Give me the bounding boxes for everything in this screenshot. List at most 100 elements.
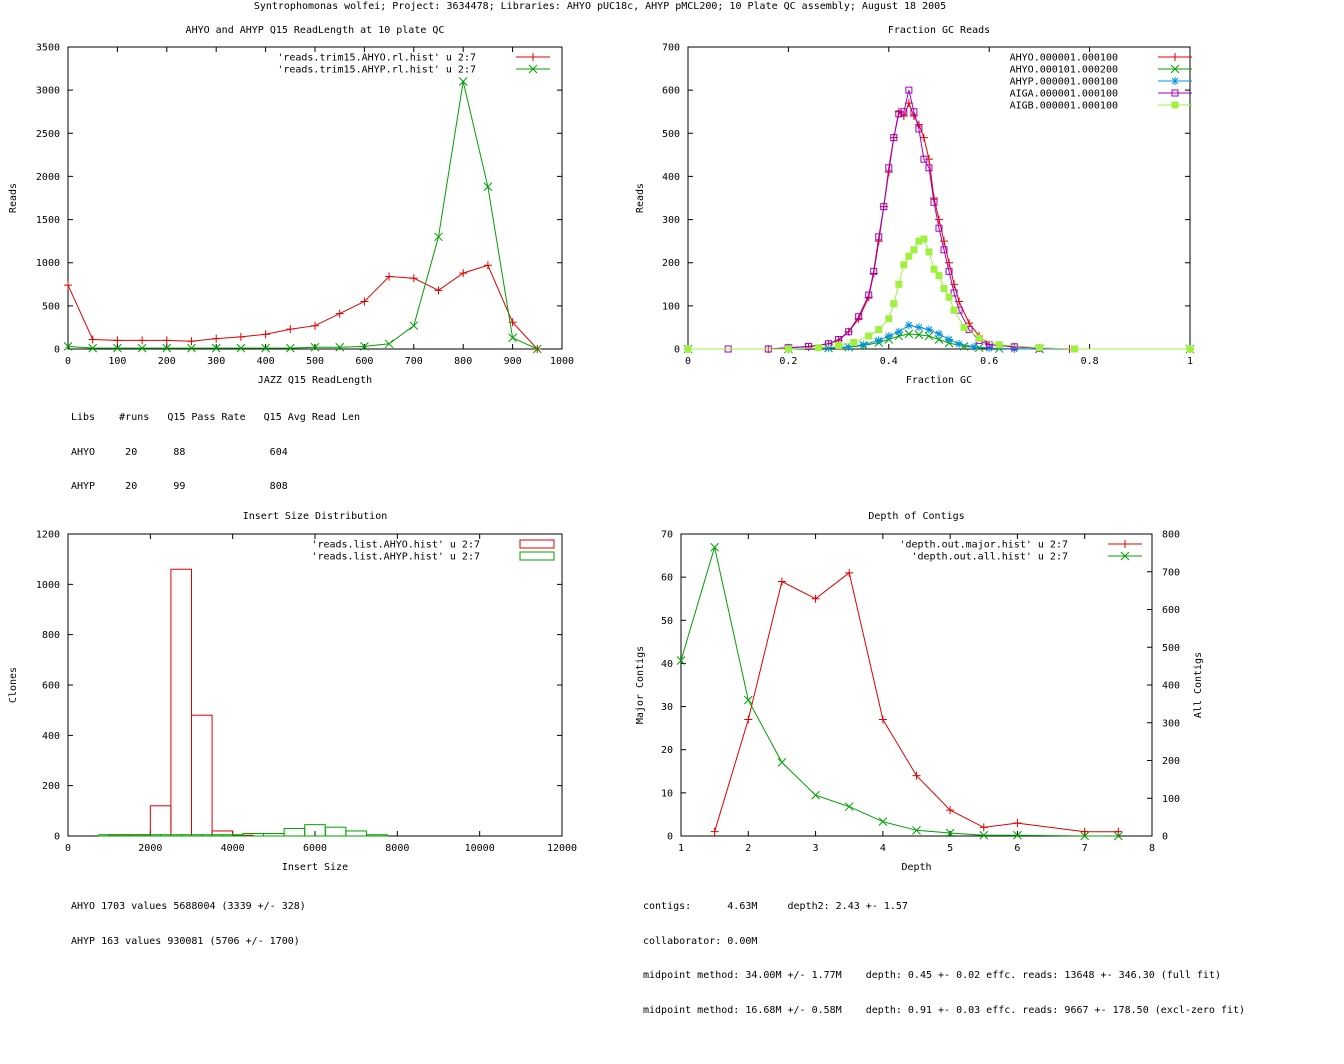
depth-legend-label: 'depth.out.major.hist' u 2:7 bbox=[899, 540, 1068, 551]
depth-y2-tick-label: 300 bbox=[1162, 718, 1180, 729]
gc-data-point bbox=[935, 329, 943, 338]
gc-legend-marker bbox=[1171, 101, 1179, 109]
gc-data-point bbox=[995, 341, 1003, 349]
readlength-data-point bbox=[187, 337, 196, 346]
gc-data-point bbox=[845, 328, 853, 336]
gc-y-tick-label: 300 bbox=[662, 215, 680, 226]
depth-x-tick-label: 4 bbox=[880, 843, 886, 854]
readlength-data-point bbox=[88, 335, 97, 344]
readlength-stats-table: Libs #runs Q15 Pass Rate Q15 Avg Read Le… bbox=[71, 389, 360, 516]
gc-data-point bbox=[910, 246, 918, 254]
gc-y-tick-label: 100 bbox=[662, 301, 680, 312]
readlength-data-point bbox=[286, 325, 295, 334]
readlength-data-point bbox=[236, 343, 246, 353]
depth-y2-tick-label: 100 bbox=[1162, 794, 1180, 805]
insert-stats-ahyp: AHYP 163 values 930081 (5706 +/- 1700) bbox=[71, 935, 300, 947]
depth-stats-contigs: contigs: 4.63M depth2: 2.43 +- 1.57 bbox=[643, 901, 908, 912]
depth-stats-midpoint-full: midpoint method: 34.00M +/- 1.77M depth:… bbox=[643, 970, 1221, 981]
readlength-data-point bbox=[434, 232, 443, 242]
readlength-data-point bbox=[508, 333, 517, 343]
readlength-data-point bbox=[285, 343, 295, 353]
readlength-y-tick-label: 2000 bbox=[36, 172, 60, 183]
readlength-legend-label: 'reads.trim15.AHYP.rl.hist' u 2:7 bbox=[277, 65, 476, 76]
depth-stats: contigs: 4.63M depth2: 2.43 +- 1.57 coll… bbox=[643, 878, 1245, 1039]
gc-data-point bbox=[895, 280, 903, 288]
gc-data-point bbox=[804, 342, 812, 350]
depth-legend-label: 'depth.out.all.hist' u 2:7 bbox=[911, 552, 1068, 563]
gc-data-point bbox=[784, 345, 792, 353]
insert-y-tick-label: 400 bbox=[42, 731, 60, 742]
gc-data-point bbox=[684, 345, 692, 353]
gc-y-tick-label: 0 bbox=[674, 345, 680, 356]
depth-data-point bbox=[710, 827, 719, 836]
readlength-data-point bbox=[113, 343, 122, 353]
gc-data-point bbox=[935, 272, 943, 280]
readlength-data-point bbox=[434, 286, 443, 295]
gc-data-point bbox=[940, 285, 948, 293]
gc-data-point bbox=[835, 342, 843, 350]
gc-data-point bbox=[924, 325, 933, 334]
depth-y-tick-label: 0 bbox=[667, 832, 673, 843]
gc-data-point bbox=[914, 323, 923, 332]
readlength-data-point bbox=[236, 332, 245, 341]
gc-y-tick-label: 700 bbox=[662, 43, 680, 54]
depth-data-point bbox=[1013, 819, 1022, 828]
gc-data-point bbox=[1186, 345, 1194, 353]
gc-data-point bbox=[955, 339, 964, 348]
readlength-y-tick-label: 1000 bbox=[36, 258, 60, 269]
gc-x-tick-label: 0 bbox=[685, 356, 691, 367]
depth-data-point bbox=[1114, 827, 1123, 836]
insert-series-1 bbox=[98, 824, 388, 837]
depth-data-point bbox=[1013, 830, 1022, 840]
readlength-series-0 bbox=[64, 261, 542, 353]
gc-data-point bbox=[1071, 345, 1079, 353]
readlength-data-point bbox=[211, 343, 221, 353]
readlength-data-point bbox=[138, 336, 147, 345]
gc-data-point bbox=[945, 258, 954, 267]
depth-data-point bbox=[979, 830, 989, 840]
gc-x-tick-label: 0.6 bbox=[980, 356, 998, 367]
gc-data-point bbox=[945, 267, 953, 275]
readlength-data-point bbox=[113, 336, 122, 345]
readlength-data-point bbox=[384, 339, 394, 349]
insert-stats-ahyo: AHYO 1703 values 5688004 (3339 +/- 328) bbox=[71, 901, 306, 912]
depth-series-0 bbox=[710, 568, 1123, 836]
depth-y2-tick-label: 0 bbox=[1162, 832, 1168, 843]
gc-data-point bbox=[930, 198, 938, 206]
gc-data-point bbox=[924, 155, 933, 164]
gc-data-point bbox=[940, 246, 948, 254]
readlength-data-point bbox=[162, 343, 172, 353]
gc-legend-label: AHYO.000101.000200 bbox=[1010, 65, 1118, 76]
readlength-data-point bbox=[212, 334, 221, 343]
depth-data-point bbox=[743, 695, 753, 705]
depth-data-point bbox=[912, 825, 921, 835]
readlength-y-tick-label: 3000 bbox=[36, 86, 60, 97]
depth-data-point bbox=[811, 790, 820, 800]
gc-data-point bbox=[935, 215, 943, 224]
gc-x-axis-label: Fraction GC bbox=[906, 375, 972, 386]
depth-legend-marker bbox=[1121, 540, 1129, 548]
insert-legend-swatch bbox=[519, 539, 555, 549]
gc-data-point bbox=[915, 125, 923, 133]
readlength-stats-header: Libs #runs Q15 Pass Rate Q15 Avg Read Le… bbox=[71, 412, 360, 423]
readlength-x-tick-label: 900 bbox=[504, 356, 522, 367]
depth-data-point bbox=[1114, 831, 1123, 841]
gc-data-point bbox=[904, 329, 914, 339]
depth-data-point bbox=[878, 817, 888, 827]
readlength-y-tick-label: 1500 bbox=[36, 215, 60, 226]
insert-chart-title: Insert Size Distribution bbox=[243, 511, 388, 522]
page-title: Syntrophomonas wolfei; Project: 3634478;… bbox=[254, 1, 946, 12]
gc-data-point bbox=[850, 339, 858, 347]
readlength-x-tick-label: 700 bbox=[405, 356, 423, 367]
gc-data-point bbox=[885, 315, 893, 323]
readlength-data-point bbox=[385, 272, 394, 281]
readlength-stats-ahyp: AHYP 20 99 808 bbox=[71, 481, 288, 492]
insert-y-tick-label: 200 bbox=[42, 781, 60, 792]
depth-series-line bbox=[680, 547, 1119, 837]
gc-data-point bbox=[945, 335, 954, 344]
depth-y-tick-label: 60 bbox=[661, 573, 673, 584]
insert-x-axis-label: Insert Size bbox=[282, 862, 348, 873]
gc-data-point bbox=[925, 164, 933, 172]
insert-bar bbox=[365, 834, 388, 837]
readlength-x-tick-label: 200 bbox=[158, 356, 176, 367]
